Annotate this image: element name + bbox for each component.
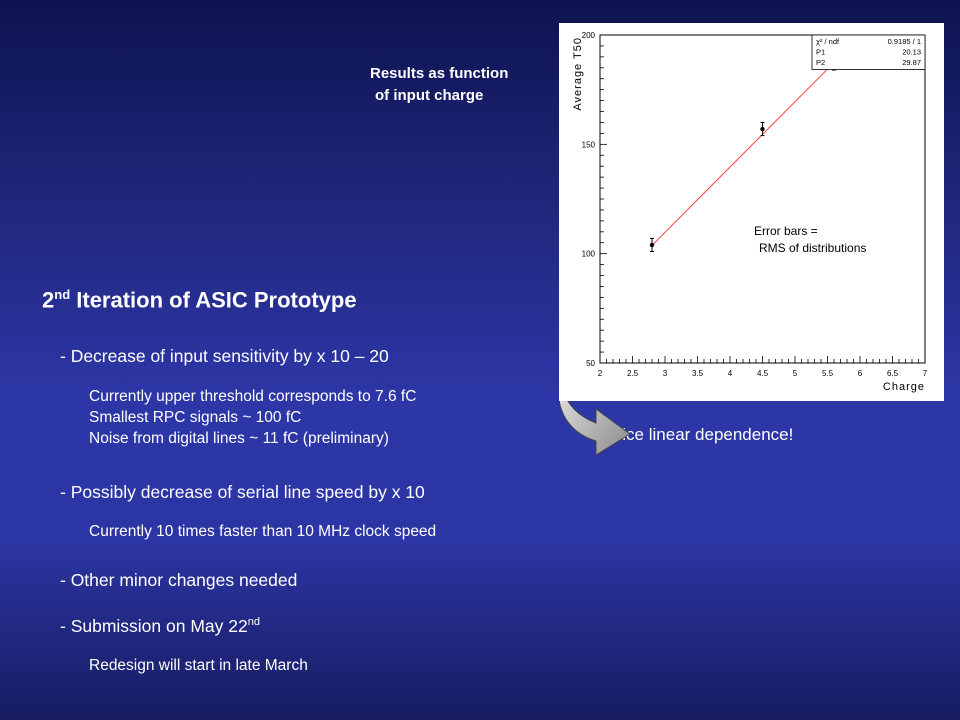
x-axis-label: Charge — [883, 381, 925, 393]
error-bars-note-line-1: Error bars = — [754, 224, 818, 238]
data-point-1 — [760, 126, 765, 132]
y-axis-label: Average T50 — [572, 37, 584, 111]
plot-frame — [599, 34, 926, 364]
stats-value-1: 20.13 — [902, 48, 921, 57]
data-point-0 — [649, 242, 655, 248]
x-tick-label-7: 7 — [923, 369, 928, 378]
chart-panel: 2 2.5 3 3.5 4 4.5 5 5.5 6 6.5 7 50 100 150 200 Charge Av… — [559, 23, 944, 401]
nice-linear-caption: Nice linear dependence! — [610, 425, 794, 444]
bullet-input-sensitivity: - Decrease of input sensitivity by x 10 … — [60, 346, 389, 366]
results-caption: Results as function of input charge — [370, 63, 508, 107]
x-tick-label-6: 6 — [858, 369, 863, 378]
x-tick-label-3.5: 3.5 — [692, 369, 704, 378]
stats-box — [811, 34, 926, 70]
sub-rpc-signals: Smallest RPC signals ~ 100 fC — [89, 409, 302, 426]
sub-redesign: Redesign will start in late March — [89, 657, 308, 674]
sub-threshold: Currently upper threshold corresponds to… — [89, 388, 417, 405]
sub-clock-speed: Currently 10 times faster than 10 MHz cl… — [89, 523, 437, 540]
y-tick-label-200: 200 — [582, 31, 596, 40]
fit-line — [651, 62, 835, 246]
x-tick-label-3: 3 — [663, 369, 668, 378]
x-tick-label-4.5: 4.5 — [757, 369, 769, 378]
stats-value-0: 0.9185 / 1 — [888, 37, 921, 46]
bullet-submission: - Submission on May 22nd — [60, 616, 260, 636]
stats-value-2: 29.87 — [902, 58, 921, 67]
stats-label-1: P1 — [816, 48, 825, 57]
x-tick-label-5.5: 5.5 — [822, 369, 834, 378]
x-tick-label-5: 5 — [793, 369, 798, 378]
sub-noise: Noise from digital lines ~ 11 fC (prelim… — [89, 430, 389, 447]
results-line-2: of input charge — [375, 87, 484, 104]
bullet-serial-line: - Possibly decrease of serial line speed… — [60, 482, 425, 502]
y-tick-label-150: 150 — [582, 140, 596, 149]
stats-label-2: P2 — [816, 58, 825, 67]
x-tick-label-2: 2 — [598, 369, 603, 378]
results-line-1: Results as function — [370, 65, 509, 82]
y-tick-label-100: 100 — [582, 250, 596, 259]
x-tick-label-2.5: 2.5 — [627, 369, 639, 378]
x-tick-label-6.5: 6.5 — [887, 369, 899, 378]
slide-heading: 2nd Iteration of ASIC Prototype — [42, 287, 357, 313]
stats-label-0: χ² / ndf — [816, 37, 840, 46]
y-tick-label-50: 50 — [586, 359, 595, 368]
t50-vs-charge-chart: 2 2.5 3 3.5 4 4.5 5 5.5 6 6.5 7 50 100 150 200 Charge Av… — [572, 31, 928, 393]
x-tick-label-4: 4 — [728, 369, 733, 378]
error-bars-note: Error bars = RMS of distributions — [754, 223, 866, 257]
error-bars-note-line-2: RMS of distributions — [759, 241, 867, 255]
bullet-minor-changes: - Other minor changes needed — [60, 570, 298, 590]
